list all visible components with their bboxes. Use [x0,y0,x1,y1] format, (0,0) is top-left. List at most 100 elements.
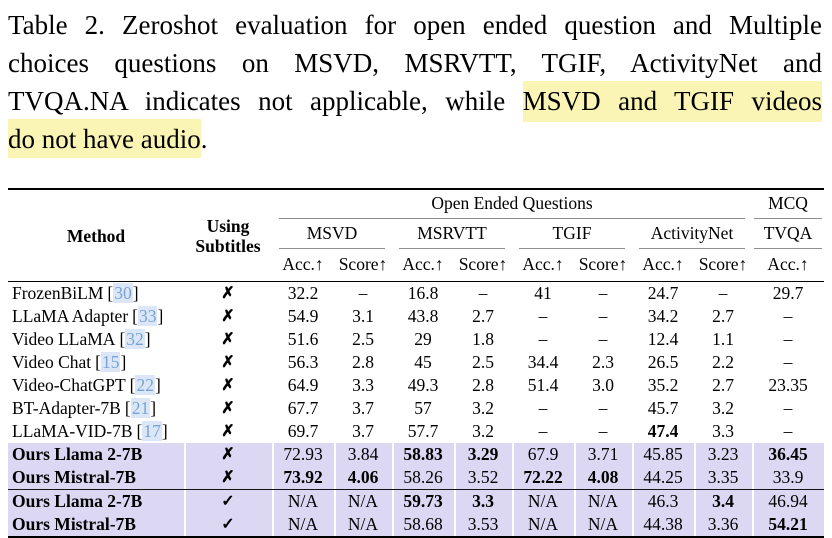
value-cell: N/A [574,513,632,537]
citation-link[interactable]: 17 [142,421,162,441]
value-cell: 3.4 [694,489,752,513]
value-cell: N/A [512,513,574,537]
group-header-open-ended: Open Ended Questions [272,189,752,219]
value-cell: 3.1 [352,306,374,326]
citation-link[interactable]: 22 [135,375,155,395]
row-ours-llama2: Ours Llama 2-7B ✗ 72.93 3.84 58.83 3.29 … [8,443,824,466]
value-cell: 3.7 [352,398,374,418]
value-cell: 3.23 [694,443,752,466]
value-cell: – [718,283,728,303]
citation-link[interactable]: 30 [113,283,133,303]
value-cell: 54.9 [287,306,319,326]
value-cell: 56.3 [287,352,319,372]
subtitles-cell: ✗ [221,354,235,371]
table-caption: Table 2. Zeroshot evaluation for open en… [0,0,832,158]
caption-highlight: MSVD and TGIF videos [522,81,822,122]
metric-header-score: Score↑ [574,249,632,282]
value-cell: – [783,398,793,418]
value-cell: 57 [414,398,432,418]
results-table: Method Using Subtitles Open Ended Questi… [8,188,824,538]
metric-header-acc: Acc.↑ [632,249,694,282]
value-cell: 29.7 [772,283,804,303]
value-cell: 3.84 [334,443,392,466]
header-row-groups: Method Using Subtitles Open Ended Questi… [8,189,824,282]
value-cell: 67.7 [287,398,319,418]
value-cell: 3.2 [712,398,734,418]
caption-line: TVQA.NA indicates not applicable, while … [8,81,822,122]
subtitles-cell: ✗ [221,423,235,440]
value-cell: – [598,306,608,326]
value-cell: 3.35 [694,466,752,490]
group-header-mcq: MCQ [752,189,824,219]
row-ours-mistral-subtitles: Ours Mistral-7B ✓ N/A N/A 58.68 3.53 N/A… [8,513,824,537]
method-cell: FrozenBiLM [30] [12,283,139,303]
value-cell: – [538,421,548,441]
col-header-method: Method [8,189,184,282]
value-cell: N/A [272,513,334,537]
method-cell: Video Chat [15] [12,352,127,372]
value-cell: 45 [414,352,432,372]
citation-link[interactable]: 32 [125,329,145,349]
value-cell: 59.73 [392,489,454,513]
value-cell: 58.26 [392,466,454,490]
value-cell: – [783,329,793,349]
value-cell: 3.2 [472,398,494,418]
value-cell: – [783,306,793,326]
caption-highlight: do not have audio [8,119,201,158]
value-cell: 3.2 [472,421,494,441]
value-cell: 3.0 [592,375,614,395]
metric-header-acc: Acc.↑ [392,249,454,282]
method-cell: Ours Llama 2-7B [8,443,184,466]
value-cell: 26.5 [647,352,679,372]
method-cell: Ours Llama 2-7B [8,489,184,513]
value-cell: 1.8 [472,329,494,349]
value-cell: 2.7 [712,306,734,326]
value-cell: 43.8 [407,306,439,326]
value-cell: 3.3 [454,489,512,513]
citation-link[interactable]: 33 [137,306,158,326]
method-cell: LLaMA-VID-7B [17] [12,421,168,441]
value-cell: 4.08 [574,466,632,490]
method-cell: LLaMA Adapter [33] [12,306,164,326]
row-frozenbilm: FrozenBiLM [30] ✗ 32.2 – 16.8 – 41 – 24.7… [8,282,824,306]
value-cell: 3.71 [574,443,632,466]
value-cell: N/A [272,489,334,513]
subtitles-cell: ✗ [221,308,235,325]
value-cell: 45.85 [632,443,694,466]
value-cell: N/A [334,513,392,537]
row-video-chatgpt: Video-ChatGPT [22] ✗ 64.9 3.3 49.3 2.8 51… [8,374,824,397]
value-cell: 2.5 [352,329,374,349]
row-video-chat: Video Chat [15] ✗ 56.3 2.8 45 2.5 34.4 2.… [8,351,824,374]
dataset-header-activitynet: ActivityNet [632,219,752,249]
row-video-llama: Video LLaMA [32] ✗ 51.6 2.5 29 1.8 – – 12… [8,328,824,351]
citation-link[interactable]: 21 [130,398,151,418]
value-cell: 24.7 [647,283,679,303]
dataset-header-tgif: TGIF [512,219,632,249]
value-cell: 29 [414,329,432,349]
value-cell: 64.9 [287,375,319,395]
method-cell: Ours Mistral-7B [8,466,184,490]
value-cell: 3.3 [352,375,374,395]
metric-header-acc: Acc.↑ [272,249,334,282]
value-cell: 23.35 [768,375,808,395]
value-cell: – [538,329,548,349]
value-cell: 54.21 [752,513,824,537]
value-cell: – [783,421,793,441]
value-cell: 2.7 [712,375,734,395]
value-cell: 3.36 [694,513,752,537]
method-cell: Video-ChatGPT [22] [12,375,161,395]
value-cell: 2.8 [352,352,374,372]
subtitles-cell: ✓ [184,489,272,513]
value-cell: 36.45 [752,443,824,466]
header-row-datasets: MSVD MSRVTT TGIF ActivityNet TVQA [8,219,824,249]
value-cell: – [358,283,368,303]
value-cell: 32.2 [287,283,319,303]
caption-line: choices questions on MSVD, MSRVTT, TGIF,… [8,44,822,82]
value-cell: 69.7 [287,421,319,441]
citation-link[interactable]: 15 [100,352,121,372]
caption-text: Table 2. Zeroshot evaluation for open en… [8,10,822,40]
value-cell: 3.7 [352,421,374,441]
method-cell: Ours Mistral-7B [8,513,184,537]
value-cell: 46.94 [752,489,824,513]
subtitles-cell: ✗ [221,377,235,394]
